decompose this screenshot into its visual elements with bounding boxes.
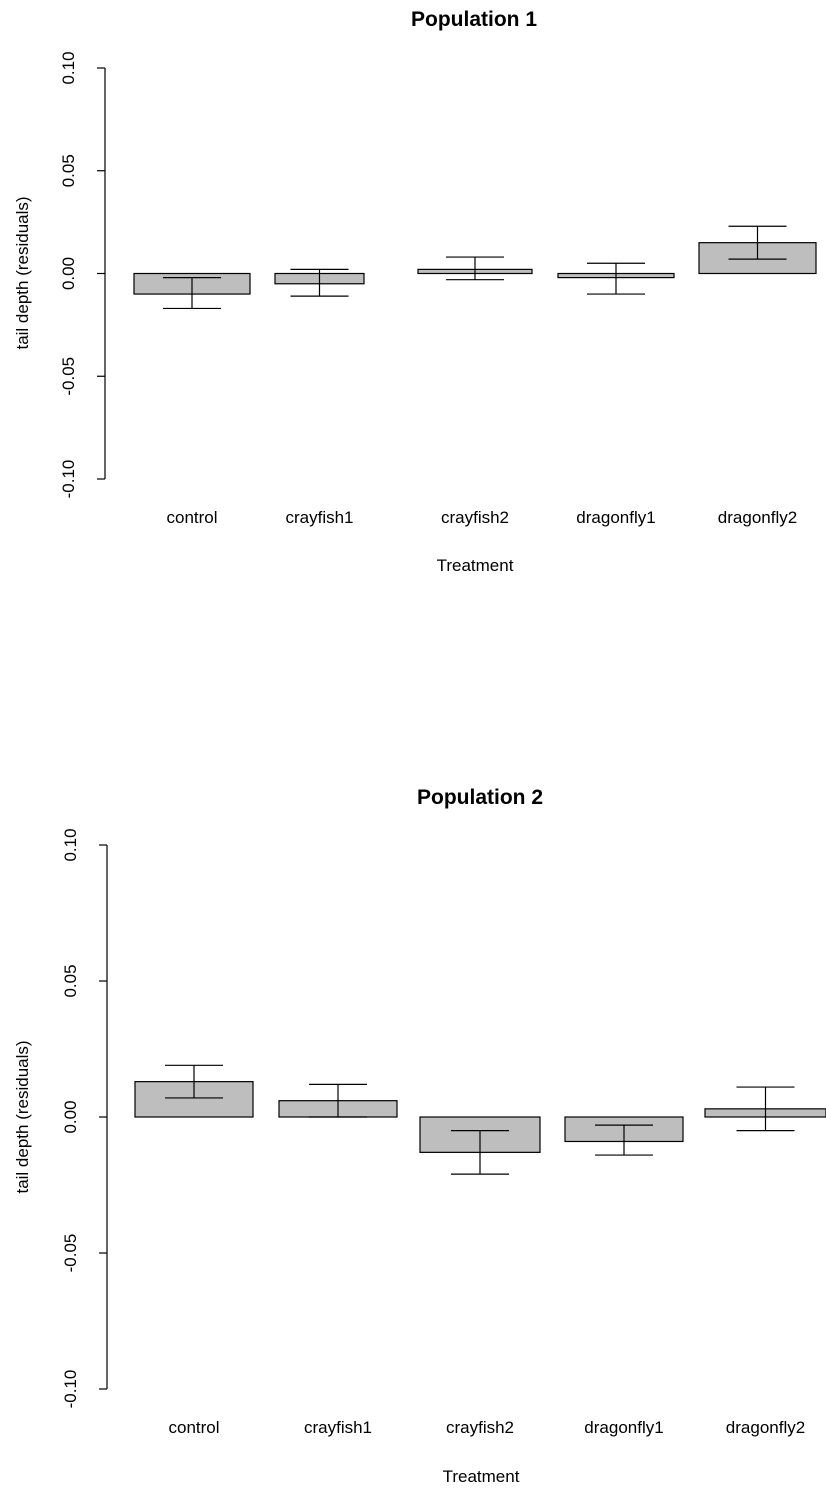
category-label-control: control xyxy=(166,508,217,527)
y-axis-label: tail depth (residuals) xyxy=(13,196,32,349)
error-bar-dragonfly1 xyxy=(587,262,645,295)
y-tick-label: 0.05 xyxy=(61,964,80,997)
y-tick-label: 0.05 xyxy=(59,154,78,187)
chart-panel-population-1: Population 1 tail depth (residuals) Trea… xyxy=(13,8,817,575)
category-label-crayfish1: crayfish1 xyxy=(304,1418,372,1437)
category-labels: control crayfish1 crayfish2 dragonfly1 drago… xyxy=(166,508,797,527)
y-tick-label: -0.05 xyxy=(61,1234,80,1273)
chart-panel-population-2: Population 2 tail depth (residuals) Trea… xyxy=(13,786,826,1486)
error-bars xyxy=(163,225,787,310)
category-label-crayfish2: crayfish2 xyxy=(441,508,509,527)
category-labels: control crayfish1 crayfish2 dragonfly1 drago… xyxy=(168,1418,805,1437)
chart-title: Population 2 xyxy=(417,786,543,809)
error-bars xyxy=(165,1064,795,1175)
x-axis-label: Treatment xyxy=(437,556,514,575)
chart-title: Population 1 xyxy=(411,8,537,31)
error-bar-crayfish1 xyxy=(309,1083,367,1118)
category-label-control: control xyxy=(168,1418,219,1437)
y-tick-label: 0.10 xyxy=(59,51,78,84)
category-label-crayfish2: crayfish2 xyxy=(446,1418,514,1437)
y-axis: -0.10 -0.05 0.00 0.05 0.10 xyxy=(61,828,108,1409)
category-label-dragonfly2: dragonfly2 xyxy=(726,1418,805,1437)
error-bar-dragonfly1 xyxy=(595,1124,653,1156)
y-tick-label: 0.00 xyxy=(59,257,78,290)
x-axis-label: Treatment xyxy=(443,1467,520,1486)
error-bar-crayfish2 xyxy=(446,256,504,281)
y-tick-label: -0.05 xyxy=(59,357,78,396)
error-bar-control xyxy=(163,277,221,310)
category-label-dragonfly1: dragonfly1 xyxy=(576,508,655,527)
error-bar-control xyxy=(165,1064,223,1099)
error-bar-crayfish2 xyxy=(451,1129,509,1175)
category-label-crayfish1: crayfish1 xyxy=(285,508,353,527)
y-tick-label: -0.10 xyxy=(61,1370,80,1409)
error-bar-dragonfly2 xyxy=(736,1086,795,1132)
y-tick-label: -0.10 xyxy=(59,460,78,499)
y-axis-label: tail depth (residuals) xyxy=(13,1040,32,1193)
y-tick-label: 0.00 xyxy=(61,1100,80,1133)
y-axis: -0.10 -0.05 0.00 0.05 0.10 xyxy=(59,51,106,499)
error-bar-dragonfly2 xyxy=(728,225,787,260)
y-tick-label: 0.10 xyxy=(61,828,80,861)
category-label-dragonfly1: dragonfly1 xyxy=(584,1418,663,1437)
error-bar-crayfish1 xyxy=(290,268,349,297)
category-label-dragonfly2: dragonfly2 xyxy=(718,508,797,527)
